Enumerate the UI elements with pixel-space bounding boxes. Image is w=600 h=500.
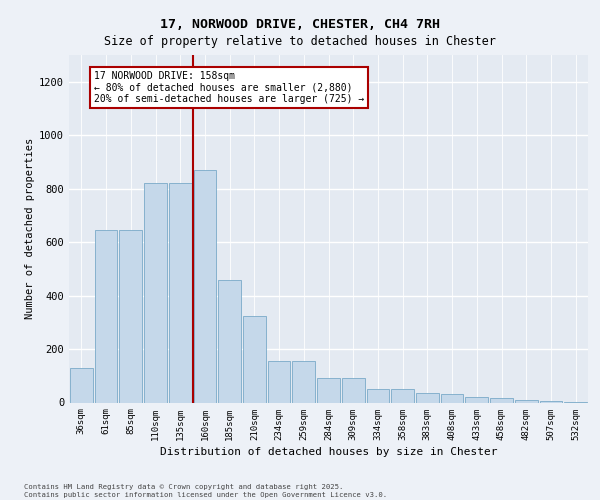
Bar (268, 361, 290, 403)
Text: 17 NORWOOD DRIVE: 158sqm
← 80% of detached houses are smaller (2,880)
20% of sem: 17 NORWOOD DRIVE: 158sqm ← 80% of detach… (94, 71, 364, 104)
Bar (317, 378, 340, 402)
Bar (95, 230, 118, 402)
Bar (490, 398, 513, 402)
Bar (416, 393, 439, 402)
Y-axis label: Number of detached properties: Number of detached properties (25, 138, 35, 320)
Bar (218, 280, 241, 402)
Bar (367, 389, 389, 402)
Text: 17, NORWOOD DRIVE, CHESTER, CH4 7RH: 17, NORWOOD DRIVE, CHESTER, CH4 7RH (160, 18, 440, 30)
Text: Size of property relative to detached houses in Chester: Size of property relative to detached ho… (104, 35, 496, 48)
Bar (243, 316, 266, 402)
Bar (391, 389, 414, 402)
X-axis label: Distribution of detached houses by size in Chester: Distribution of detached houses by size … (160, 446, 497, 456)
Text: Contains HM Land Registry data © Crown copyright and database right 2025.
Contai: Contains HM Land Registry data © Crown c… (24, 484, 387, 498)
Bar (515, 400, 538, 402)
Bar (342, 378, 365, 402)
Bar (70, 368, 93, 402)
Bar (441, 394, 463, 402)
Bar (144, 184, 167, 402)
Bar (169, 184, 191, 402)
Bar (119, 230, 142, 402)
Bar (466, 397, 488, 402)
Bar (194, 170, 216, 402)
Bar (292, 361, 315, 403)
Bar (539, 401, 562, 402)
